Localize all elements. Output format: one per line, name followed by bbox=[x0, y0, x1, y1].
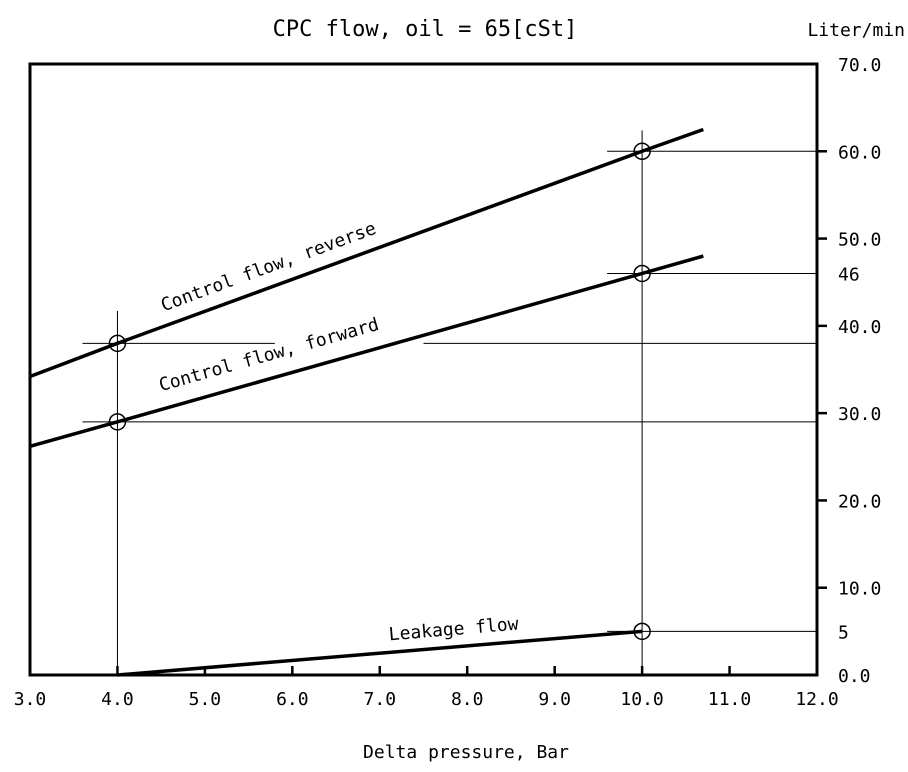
y-tick-label: 60.0 bbox=[838, 142, 881, 163]
x-tick-label: 9.0 bbox=[538, 689, 571, 710]
y-tick-label: 40.0 bbox=[838, 317, 881, 338]
series-label-2: Leakage flow bbox=[388, 614, 519, 646]
chart-title: CPC flow, oil = 65[cSt] bbox=[273, 17, 578, 42]
y-tick-label: 30.0 bbox=[838, 404, 881, 425]
x-tick-label: 8.0 bbox=[451, 689, 484, 710]
series-line-0 bbox=[29, 127, 704, 379]
x-tick-label: 4.0 bbox=[101, 689, 134, 710]
x-axis-label: Delta pressure, Bar bbox=[363, 742, 569, 763]
x-axis-ticks: 3.0 4.0 5.0 6.0 7.0 8.0 9.0 10.0 11.0 12.0 bbox=[14, 666, 839, 710]
series-line-2 bbox=[117, 629, 643, 677]
data-point-marker bbox=[108, 413, 127, 431]
y-value-label: 5 bbox=[838, 622, 849, 643]
data-point-marker bbox=[108, 334, 127, 353]
x-tick-label: 12.0 bbox=[795, 689, 838, 710]
x-tick-label: 7.0 bbox=[364, 689, 397, 710]
data-point-marker bbox=[633, 142, 651, 161]
y-tick-label: 50.0 bbox=[838, 230, 881, 251]
series-line-1 bbox=[29, 254, 704, 448]
x-tick-label: 3.0 bbox=[14, 689, 47, 710]
y-tick-label: 10.0 bbox=[838, 579, 881, 600]
x-tick-label: 10.0 bbox=[620, 689, 663, 710]
data-point-marker bbox=[633, 622, 651, 641]
x-tick-label: 5.0 bbox=[189, 689, 222, 710]
y-tick-label: 70.0 bbox=[838, 55, 881, 76]
data-point-markers bbox=[108, 142, 651, 641]
y-tick-label: 20.0 bbox=[838, 491, 881, 512]
y-value-label: 46 bbox=[838, 264, 860, 285]
x-tick-label: 6.0 bbox=[276, 689, 309, 710]
x-tick-label: 11.0 bbox=[708, 689, 751, 710]
series-label-0: Control flow, reverse bbox=[158, 218, 379, 316]
plot-frame bbox=[28, 62, 819, 677]
y-tick-label: 0.0 bbox=[838, 666, 871, 687]
data-point-marker bbox=[633, 264, 651, 283]
series-lines bbox=[29, 127, 704, 677]
y-axis-unit-label: Liter/min bbox=[807, 20, 905, 41]
y-axis-ticks: 0.0 10.0 20.0 30.0 40.0 50.0 60.0 70.0 46 5 bbox=[817, 55, 881, 687]
reference-guide-lines bbox=[82, 130, 817, 675]
